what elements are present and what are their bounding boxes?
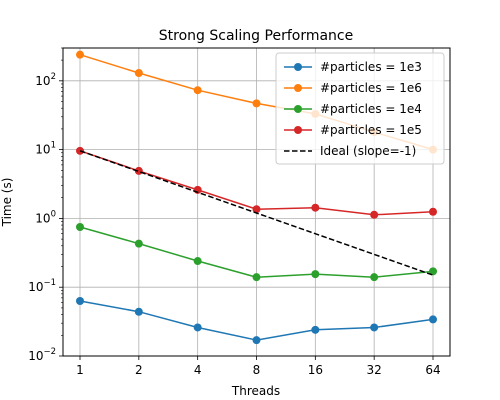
legend-label: #particles = 1e4 — [320, 102, 422, 116]
legend: #particles = 1e3 #particles = 1e6 #particl… — [275, 52, 445, 165]
data-point — [252, 99, 261, 108]
legend-marker — [294, 84, 302, 92]
series-line — [79, 150, 434, 276]
y-tick-label: 10−1 — [28, 278, 56, 294]
data-point — [252, 273, 261, 282]
y-tick-label: 102 — [35, 72, 56, 88]
data-point — [193, 257, 202, 266]
x-axis: 1 2 4 8 16 32 64 — [76, 356, 441, 377]
legend-item: Ideal (slope=-1) — [284, 144, 416, 158]
legend-label: Ideal (slope=-1) — [320, 144, 416, 158]
data-point — [76, 297, 84, 306]
data-point — [370, 210, 379, 219]
x-tick-label: 2 — [135, 363, 143, 377]
data-point — [429, 267, 437, 276]
legend-item: #particles = 1e6 — [284, 81, 422, 95]
legend-item: #particles = 1e4 — [284, 102, 422, 116]
data-point — [429, 315, 437, 324]
data-point — [76, 50, 84, 59]
data-point — [134, 307, 143, 316]
x-tick-label: 64 — [425, 363, 440, 377]
x-tick-label: 32 — [367, 363, 382, 377]
data-point — [311, 270, 320, 279]
legend-marker — [294, 126, 302, 134]
series-2 — [76, 223, 437, 282]
y-tick-label: 100 — [35, 209, 56, 225]
y-axis: 10−2 10−1 100 101 102 — [28, 47, 63, 363]
y-tick-label: 10−2 — [28, 347, 56, 363]
plot-series — [76, 50, 437, 345]
data-point — [134, 68, 143, 77]
data-point — [252, 205, 261, 214]
legend-item: #particles = 1e5 — [284, 123, 422, 137]
x-axis-label: Threads — [231, 384, 280, 398]
data-point — [252, 336, 261, 345]
data-point — [370, 273, 379, 282]
series-3 — [76, 146, 437, 219]
y-tick-label: 101 — [35, 141, 56, 157]
legend-label: #particles = 1e3 — [320, 60, 422, 74]
x-tick-label: 4 — [194, 363, 202, 377]
legend-label: #particles = 1e6 — [320, 81, 422, 95]
series-4 — [79, 150, 434, 276]
legend-marker — [294, 105, 302, 113]
data-point — [193, 323, 202, 332]
data-point — [311, 203, 320, 212]
data-point — [193, 86, 202, 95]
x-tick-label: 1 — [76, 363, 84, 377]
data-point — [311, 325, 320, 334]
data-point — [370, 323, 379, 332]
data-point — [429, 207, 437, 216]
legend-marker — [294, 63, 302, 71]
y-axis-label: Time (s) — [0, 178, 14, 228]
data-point — [134, 239, 143, 248]
legend-box — [275, 52, 445, 165]
series-0 — [76, 297, 437, 345]
legend-item: #particles = 1e3 — [284, 60, 422, 74]
data-point — [76, 223, 84, 232]
legend-label: #particles = 1e5 — [320, 123, 422, 137]
chart-title: Strong Scaling Performance — [159, 28, 353, 44]
x-tick-label: 16 — [308, 363, 323, 377]
x-tick-label: 8 — [253, 363, 261, 377]
